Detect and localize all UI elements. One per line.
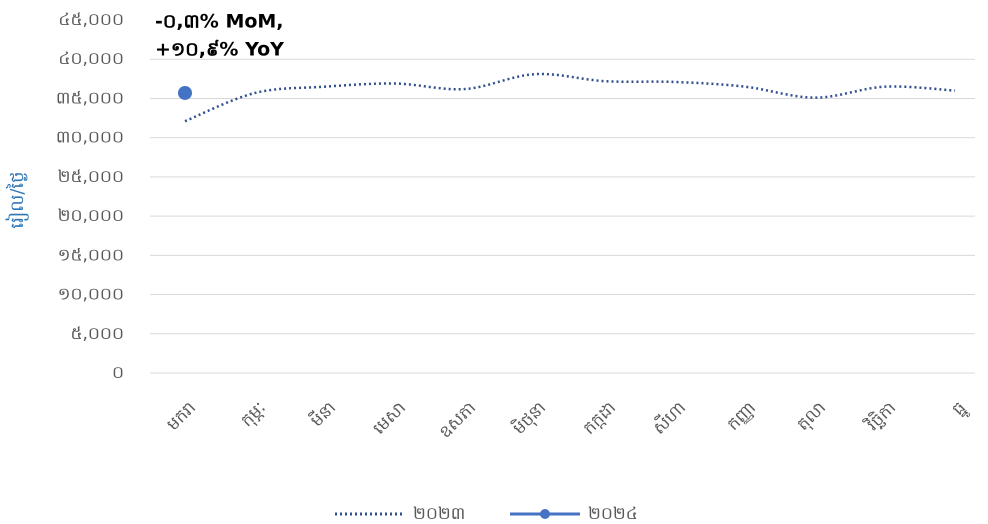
x-tick-label: មីនា — [305, 397, 340, 432]
x-tick-label: តុលា — [793, 398, 831, 436]
y-tick-label: ២៥,០០០ — [58, 167, 124, 187]
x-tick-label: កញ្ញា — [723, 398, 760, 435]
y-tick-label: ១៥,០០០ — [58, 245, 124, 265]
legend-marker — [540, 509, 550, 519]
series-line — [184, 72, 956, 123]
y-tick-label: ៣៥,០០០ — [56, 88, 124, 108]
y-tick-label: ៥,០០០ — [70, 324, 124, 344]
y-tick-label: ០ — [112, 363, 124, 383]
x-tick-label: ឧសភា — [435, 398, 480, 443]
data-point — [178, 85, 192, 100]
x-tick-label: វិច្ឆិកា — [860, 397, 900, 437]
legend-label: ២០២៤ — [588, 504, 638, 524]
annotation: -០,៣% MoM, — [155, 11, 284, 33]
y-tick-label: ៤០,០០០ — [58, 49, 124, 69]
x-tick-label: ធ្នូ — [948, 398, 972, 422]
x-tick-label: កុម្ភៈ — [237, 398, 271, 432]
x-tick-label: មេសា — [369, 398, 410, 439]
y-tick-label: ៣០,០០០ — [56, 128, 124, 148]
y-tick-label: ២០,០០០ — [58, 206, 124, 226]
x-tick-label: កក្កដា — [579, 398, 620, 439]
x-tick-label: សីហា — [648, 397, 690, 439]
y-axis-label: រៀល/ថ្ងៃ — [5, 171, 29, 228]
y-tick-label: ៤៥,០០០ — [58, 10, 124, 30]
legend-label: ២០២៣ — [413, 504, 465, 524]
annotation: +១០,៩% YoY — [155, 39, 284, 61]
x-tick-label: មិថុនា — [508, 397, 551, 440]
y-tick-label: ១០,០០០ — [58, 285, 124, 305]
x-tick-label: មករា — [163, 398, 200, 435]
